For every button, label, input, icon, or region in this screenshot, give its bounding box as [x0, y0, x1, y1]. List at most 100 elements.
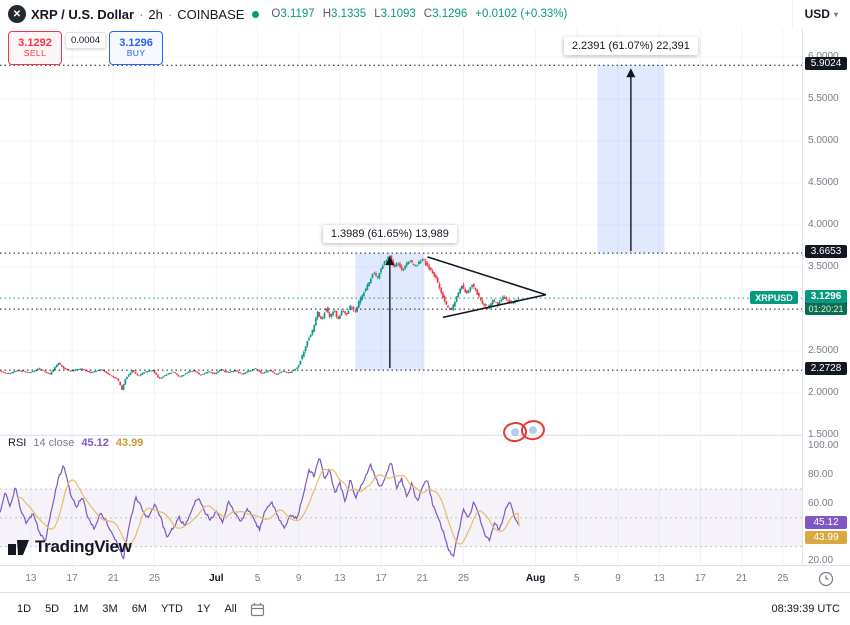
open-label: O — [271, 8, 281, 20]
sell-button[interactable]: 3.1292 SELL — [8, 31, 62, 65]
rsi-indicator-legend[interactable]: RSI 14 close 45.12 43.99 — [8, 437, 143, 449]
price-axis-label: 4.0000 — [808, 219, 839, 230]
rsi-ma-badge: 43.99 — [805, 530, 847, 544]
tradingview-logo[interactable]: TradingView — [8, 537, 132, 557]
price-axis-label: 3.5000 — [808, 261, 839, 272]
utc-clock[interactable]: 08:39:39 UTC — [771, 603, 840, 615]
rsi-axis-label: 80.00 — [808, 468, 834, 480]
rsi-value: 45.12 — [81, 437, 109, 449]
time-axis-label: 9 — [295, 573, 302, 584]
symbol-title[interactable]: XRP / U.S. Dollar — [31, 6, 135, 22]
trend-line — [442, 293, 547, 319]
rsi-params: 14 close — [33, 437, 75, 449]
buy-label: BUY — [126, 48, 146, 59]
rsi-line — [0, 458, 520, 560]
measure-arrow-head — [626, 68, 636, 78]
range-button-1m[interactable]: 1M — [73, 603, 89, 615]
price-axis-label: 2.5000 — [808, 345, 839, 356]
time-axis-label: 17 — [66, 573, 78, 584]
close-label: C — [423, 8, 433, 20]
price-scale[interactable]: 6.0000 5.5000 5.0000 4.5000 4.0000 3.5000 2.50… — [802, 28, 850, 566]
currency-label: USD — [804, 7, 830, 21]
range-button-all[interactable]: All — [224, 603, 237, 615]
time-axis-label: Jul — [209, 573, 224, 584]
price-level-badge: 3.6653 — [805, 245, 847, 259]
rsi-axis-label: 100.00 — [808, 440, 839, 451]
buy-button[interactable]: 3.1296 BUY — [109, 31, 164, 65]
chart-region: XRPUSD RSI 14 close 45.12 43.99 TradingV… — [0, 28, 850, 566]
time-axis-label: 21 — [736, 573, 748, 584]
time-axis-label: 21 — [107, 573, 119, 584]
time-axis-label: 25 — [457, 573, 470, 584]
price-axis-label: 1.5000 — [808, 429, 839, 440]
price-level-badge: 2.2728 — [805, 362, 847, 376]
sell-price: 3.1292 — [18, 36, 52, 49]
chevron-down-icon: ▾ — [833, 9, 838, 19]
rsi-axis-label: 20.00 — [808, 555, 834, 566]
current-price-badge: 3.1296 — [805, 290, 847, 304]
buy-price: 3.1296 — [119, 36, 153, 49]
time-axis[interactable]: 13 17 21 25 Jul 5 9 13 17 21 25 Aug 5 9 13 17 21 25 — [0, 565, 850, 593]
xrp-logo-icon[interactable]: ✕ — [8, 5, 26, 23]
order-panel: 3.1292 SELL 0.0004 3.1296 BUY — [8, 31, 164, 65]
price-axis-label: 5.0000 — [808, 135, 839, 146]
range-button-1y[interactable]: 1Y — [196, 603, 211, 615]
range-button-6m[interactable]: 6M — [131, 603, 147, 615]
range-button-1d[interactable]: 1D — [17, 603, 32, 615]
price-level-badge: 5.9024 — [805, 57, 847, 71]
time-axis-label: 13 — [334, 573, 346, 584]
range-button-3m[interactable]: 3M — [102, 603, 118, 615]
time-axis-label: 13 — [653, 573, 665, 584]
rsi-ma-line — [16, 468, 520, 546]
sell-label: SELL — [23, 48, 47, 59]
interval-button[interactable]: 2h — [148, 6, 163, 22]
high-value: 3.1335 — [331, 8, 367, 20]
price-chart-canvas[interactable] — [0, 28, 802, 565]
low-value: 3.1093 — [380, 8, 416, 20]
separator-dot: · — [139, 6, 144, 22]
tradingview-mark-icon — [8, 539, 29, 555]
price-axis-label: 2.0000 — [808, 387, 839, 398]
range-button-5d[interactable]: 5D — [45, 603, 60, 615]
spread-value: 0.0004 — [65, 32, 107, 49]
time-axis-label: 17 — [694, 573, 706, 584]
low-label: L — [374, 8, 381, 20]
price-axis-label: 6.0000 — [808, 51, 839, 62]
red-scribble-annotation[interactable] — [500, 417, 550, 450]
time-axis-label: 21 — [416, 573, 428, 584]
candle-bodies-down — [0, 255, 513, 390]
rsi-value-badge: 45.12 — [805, 515, 847, 529]
time-axis-label: 5 — [254, 573, 261, 584]
range-button-ytd[interactable]: YTD — [160, 603, 183, 615]
trend-line — [427, 256, 547, 296]
rsi-title: RSI — [8, 437, 27, 449]
price-axis-label: 4.5000 — [808, 177, 839, 188]
bar-countdown-badge: 01:20:21 — [805, 303, 847, 316]
separator-dot: · — [167, 6, 173, 22]
price-range-label[interactable]: 2.2391 (61.07%) 22,391 — [563, 37, 698, 56]
currency-dropdown[interactable]: USD ▾ — [791, 0, 850, 28]
tradingview-wordmark: TradingView — [35, 537, 132, 556]
time-axis-label: 9 — [615, 573, 621, 584]
rsi-axis-label: 60.00 — [808, 497, 834, 509]
session-clock-icon[interactable] — [818, 571, 834, 592]
bottom-toolbar: 1D 5D 1M 3M 6M YTD 1Y All 08:39:39 UTC — [0, 592, 850, 625]
change-value: +0.0102 (+0.33%) — [475, 8, 568, 20]
time-axis-label: 5 — [574, 573, 580, 584]
symbol-header: ✕ XRP / U.S. Dollar · 2h · COINBASE O 3.1… — [0, 0, 850, 28]
pane-separator[interactable] — [0, 435, 850, 436]
time-axis-label: 17 — [375, 573, 387, 584]
price-axis-label: 5.5000 — [808, 93, 839, 104]
price-range-label[interactable]: 1.3989 (61.65%) 13,989 — [322, 225, 457, 244]
time-axis-label: 25 — [148, 573, 161, 584]
time-axis-label: 25 — [777, 573, 789, 584]
candle-bodies-up — [9, 255, 520, 390]
measure-arrow-head — [385, 256, 395, 266]
go-to-date-icon[interactable] — [250, 602, 266, 617]
rsi-ma-value: 43.99 — [115, 437, 144, 449]
exchange-label[interactable]: COINBASE — [177, 6, 245, 22]
time-axis-label: Aug — [525, 573, 546, 584]
market-open-dot-icon — [252, 10, 260, 18]
high-label: H — [322, 8, 332, 20]
